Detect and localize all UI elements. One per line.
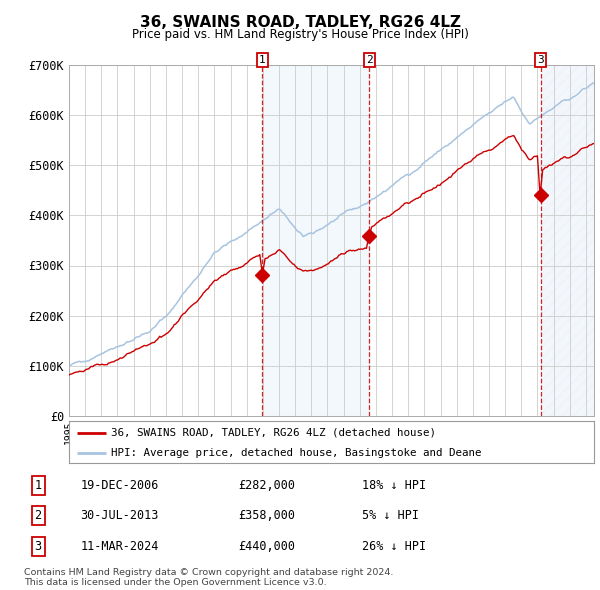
- Text: 1: 1: [35, 478, 41, 491]
- Text: 19-DEC-2006: 19-DEC-2006: [80, 478, 159, 491]
- Text: Contains HM Land Registry data © Crown copyright and database right 2024.
This d: Contains HM Land Registry data © Crown c…: [24, 568, 394, 587]
- Text: 1: 1: [259, 55, 266, 65]
- Bar: [262, 65, 369, 416]
- Text: 2: 2: [366, 55, 373, 65]
- Text: 36, SWAINS ROAD, TADLEY, RG26 4LZ: 36, SWAINS ROAD, TADLEY, RG26 4LZ: [139, 15, 461, 30]
- Text: Price paid vs. HM Land Registry's House Price Index (HPI): Price paid vs. HM Land Registry's House …: [131, 28, 469, 41]
- Bar: [541, 65, 594, 416]
- Text: 30-JUL-2013: 30-JUL-2013: [80, 509, 159, 522]
- Text: £358,000: £358,000: [238, 509, 295, 522]
- Text: £282,000: £282,000: [238, 478, 295, 491]
- Text: 3: 3: [537, 55, 544, 65]
- Text: 26% ↓ HPI: 26% ↓ HPI: [362, 540, 427, 553]
- Text: 3: 3: [35, 540, 41, 553]
- Text: £440,000: £440,000: [238, 540, 295, 553]
- Text: 2: 2: [35, 509, 41, 522]
- Text: 18% ↓ HPI: 18% ↓ HPI: [362, 478, 427, 491]
- Text: 5% ↓ HPI: 5% ↓ HPI: [362, 509, 419, 522]
- Text: 11-MAR-2024: 11-MAR-2024: [80, 540, 159, 553]
- Text: HPI: Average price, detached house, Basingstoke and Deane: HPI: Average price, detached house, Basi…: [111, 448, 482, 457]
- Text: 36, SWAINS ROAD, TADLEY, RG26 4LZ (detached house): 36, SWAINS ROAD, TADLEY, RG26 4LZ (detac…: [111, 428, 436, 438]
